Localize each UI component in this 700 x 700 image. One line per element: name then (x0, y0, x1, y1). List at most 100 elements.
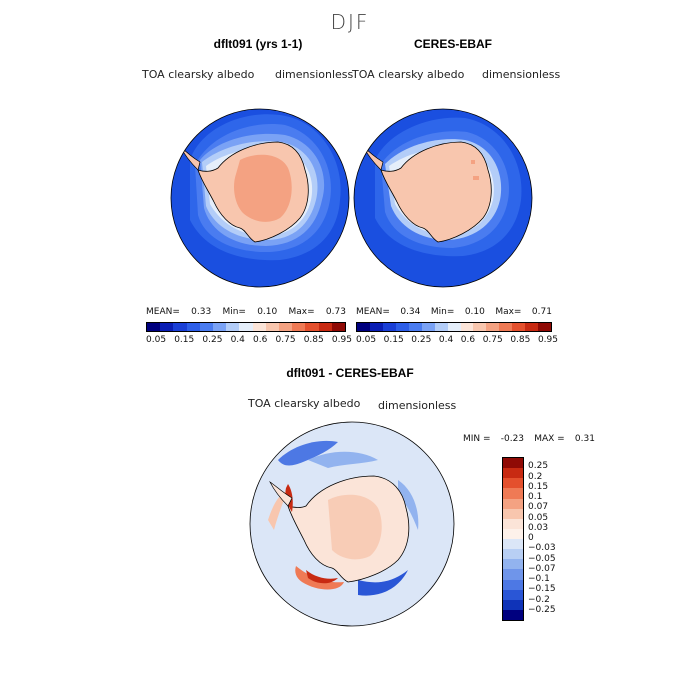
colorbar-swatch (213, 323, 227, 331)
colorbar-tick-label: 0.4 (438, 335, 454, 345)
panel-1-max-value: 0.73 (325, 307, 346, 317)
panel-2-mean-value: 0.34 (400, 307, 421, 317)
colorbar-swatch (421, 323, 435, 331)
colorbar-swatch (460, 323, 474, 331)
colorbar-swatch (503, 518, 523, 529)
colorbar-swatch (499, 323, 513, 331)
colorbar-tick-label: 0.03 (528, 522, 549, 533)
colorbar-tick-label: 0.25 (411, 335, 432, 345)
colorbar-tick-label: −0.05 (528, 553, 556, 564)
colorbar-tick-label: −0.25 (528, 604, 556, 615)
colorbar-swatch (160, 323, 174, 331)
colorbar-swatch (503, 569, 523, 580)
colorbar-swatch (503, 599, 523, 610)
colorbar-tick-label: −0.2 (528, 594, 550, 605)
colorbar-tick-label: 0 (528, 533, 534, 543)
colorbar-swatch (252, 323, 266, 331)
colorbar-swatch (382, 323, 396, 331)
panel-2-max-label: Max= (495, 307, 522, 317)
colorbar-tick-label: 0.85 (510, 335, 531, 345)
colorbar-tick-label: 0.1 (528, 492, 543, 502)
colorbar-tick-label: 0.05 (146, 335, 167, 345)
colorbar-swatch (503, 549, 523, 560)
colorbar-swatch (503, 508, 523, 519)
colorbar-tick-label: 0.25 (202, 335, 223, 345)
panel-2-colorbar-ticks: 0.05 0.15 0.25 0.4 0.6 0.75 0.85 0.95 (356, 335, 558, 345)
diff-panel-polar-map (249, 421, 455, 627)
colorbar-tick-label: 0.25 (528, 461, 549, 472)
colorbar-tick-label: −0.03 (528, 543, 556, 554)
panel-1-stats: MEAN= 0.33 Min= 0.10 Max= 0.73 (146, 307, 346, 317)
colorbar-tick-label: 0.15 (383, 335, 404, 345)
colorbar-swatch (147, 323, 161, 331)
colorbar-swatch (503, 458, 523, 469)
colorbar-tick-label: 0.95 (537, 335, 558, 345)
panel-1-max-label: Max= (288, 307, 315, 317)
panel-1-colorbar (146, 322, 346, 332)
colorbar-swatch (265, 323, 280, 331)
colorbar-tick-label: 0.05 (528, 512, 549, 523)
colorbar-swatch (486, 323, 500, 331)
colorbar-swatch (331, 323, 346, 331)
colorbar-swatch (503, 478, 523, 489)
colorbar-swatch (305, 323, 319, 331)
panel-2-polar-map (353, 108, 533, 288)
diff-max-value: 0.31 (574, 434, 595, 444)
colorbar-swatch (199, 323, 214, 331)
panel-2-mean-label: MEAN= (356, 307, 390, 317)
colorbar-swatch (239, 323, 253, 331)
colorbar-swatch (525, 323, 539, 331)
panel-2-units-label: dimensionless (482, 68, 561, 81)
colorbar-tick-label: −0.15 (528, 584, 556, 595)
colorbar-swatch (447, 323, 461, 331)
colorbar-tick-label: 0.6 (253, 335, 268, 345)
diff-colorbar (502, 457, 524, 621)
colorbar-swatch (434, 323, 448, 331)
diff-min-value: -0.23 (500, 434, 525, 444)
colorbar-swatch (538, 323, 552, 331)
colorbar-swatch (279, 323, 293, 331)
colorbar-tick-label: 0.15 (528, 481, 549, 492)
colorbar-tick-label: 0.05 (356, 335, 377, 345)
colorbar-swatch (503, 488, 523, 499)
colorbar-swatch (473, 323, 487, 331)
colorbar-swatch (503, 609, 523, 620)
colorbar-swatch (318, 323, 332, 331)
figure-season-title: DJF (330, 10, 370, 34)
panel-2-stats: MEAN= 0.34 Min= 0.10 Max= 0.71 (356, 307, 552, 317)
diff-panel-units-label: dimensionless (378, 399, 457, 412)
diff-min-label: MIN = (463, 434, 491, 444)
panel-1-units-label: dimensionless (275, 68, 354, 81)
colorbar-swatch (395, 323, 409, 331)
panel-2-min-label: Min= (430, 307, 455, 317)
panel-1-min-value: 0.10 (257, 307, 278, 317)
diff-panel-stats: MIN = -0.23 MAX = 0.31 (463, 434, 595, 444)
colorbar-swatch (503, 559, 523, 570)
diff-colorbar-ticks: 0.25 0.2 0.15 0.1 0.07 0.05 0.03 0 −0.03 −0.05 −0.… (528, 457, 578, 621)
colorbar-tick-label: 0.75 (275, 335, 296, 345)
colorbar-swatch (512, 323, 526, 331)
colorbar-tick-label: 0.4 (230, 335, 245, 345)
colorbar-tick-label: 0.75 (482, 335, 503, 345)
diff-panel-title: dflt091 - CERES-EBAF (286, 366, 414, 380)
diff-max-label: MAX = (534, 434, 565, 444)
colorbar-swatch (503, 468, 523, 479)
colorbar-swatch (292, 323, 306, 331)
panel-1-colorbar-ticks: 0.05 0.15 0.25 0.4 0.6 0.75 0.85 0.95 (146, 335, 352, 345)
colorbar-swatch (408, 323, 422, 331)
colorbar-tick-label: 0.07 (528, 502, 549, 513)
panel-2-min-value: 0.10 (464, 307, 485, 317)
panel-1-title: dflt091 (yrs 1-1) (213, 37, 303, 51)
panel-1-mean-label: MEAN= (146, 307, 180, 317)
colorbar-swatch (503, 579, 523, 590)
colorbar-tick-label: −0.1 (528, 574, 550, 584)
colorbar-swatch (173, 323, 187, 331)
colorbar-tick-label: 0.95 (331, 335, 352, 345)
colorbar-tick-label: 0.6 (460, 335, 476, 345)
colorbar-tick-label: 0.2 (528, 471, 543, 482)
diff-panel-variable-label: TOA clearsky albedo (248, 397, 361, 410)
panel-2-colorbar (356, 322, 552, 332)
colorbar-tick-label: −0.07 (528, 563, 556, 574)
colorbar-swatch (186, 323, 200, 331)
colorbar-swatch (503, 539, 523, 550)
